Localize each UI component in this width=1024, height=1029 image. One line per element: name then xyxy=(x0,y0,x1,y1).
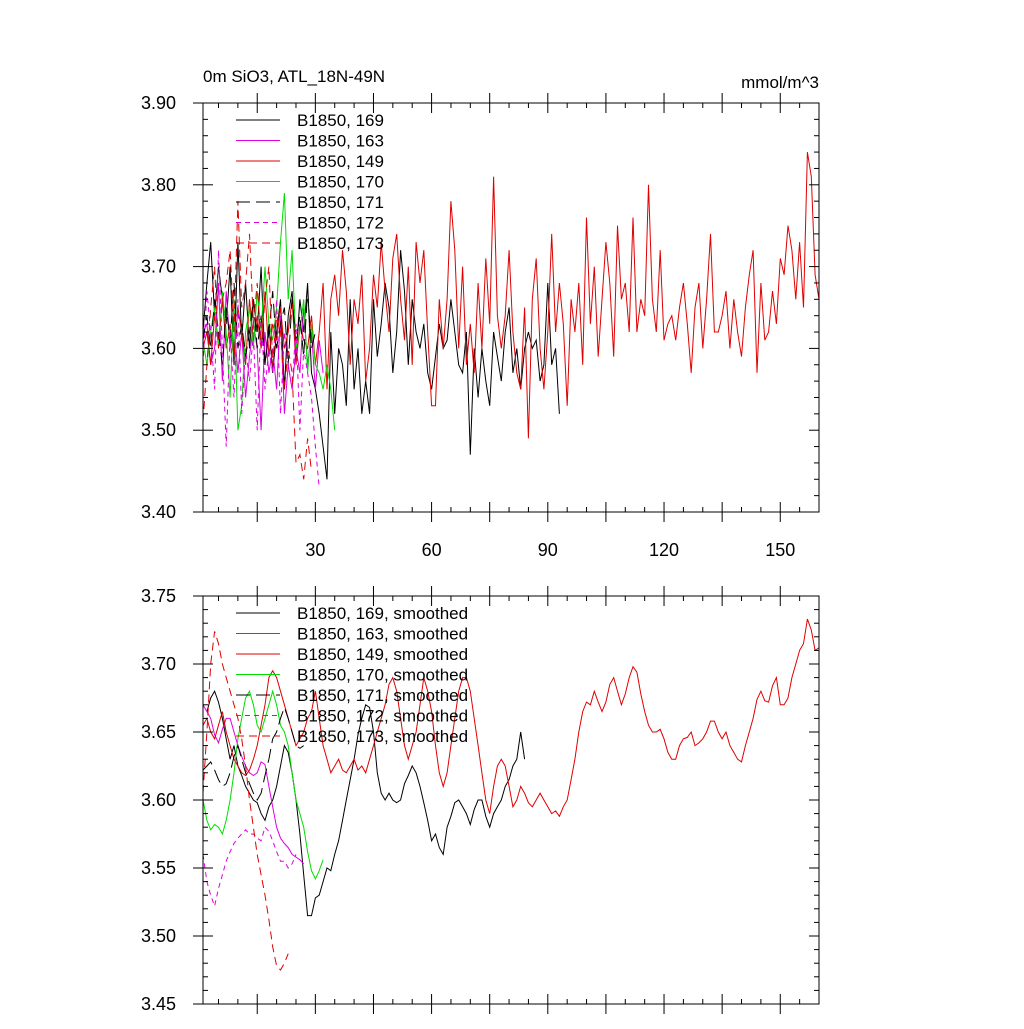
legend-label: B1850, 172, smoothed xyxy=(297,707,468,726)
legend-label: B1850, 170 xyxy=(297,173,384,192)
y-tick-label: 3.40 xyxy=(141,502,176,522)
y-tick-label: 3.75 xyxy=(141,586,176,606)
legend-label: B1850, 149, smoothed xyxy=(297,645,468,664)
legend-label: B1850, 169, smoothed xyxy=(297,604,468,623)
y-tick-label: 3.55 xyxy=(141,858,176,878)
x-tick-label: 150 xyxy=(765,540,795,560)
y-tick-label: 3.50 xyxy=(141,420,176,440)
y-tick-label: 3.50 xyxy=(141,926,176,946)
x-tick-label: 120 xyxy=(649,540,679,560)
chart-units: mmol/m^3 xyxy=(741,73,819,92)
chart-title: 0m SiO3, ATL_18N-49N xyxy=(203,67,385,86)
legend-label: B1850, 149 xyxy=(297,152,384,171)
y-tick-label: 3.70 xyxy=(141,654,176,674)
plot-panel-2: 3.45 3.50 3.55 3.60 3.65 3.70 3.75 B1850, 169, … xyxy=(141,586,820,1014)
series-line-1-7 xyxy=(203,201,312,480)
series-line-2-3 xyxy=(203,618,819,818)
series-line-2-7 xyxy=(203,631,289,971)
plot-panel-1: 3.40 3.50 3.60 3.70 3.80 3.90 30 60 90 120 150 B185… xyxy=(141,93,820,560)
legend-label: B1850, 169 xyxy=(297,111,384,130)
legend-label: B1850, 163, smoothed xyxy=(297,625,468,644)
x-tick-label: 90 xyxy=(538,540,558,560)
legend: B1850, 169, smoothed B1850, 163, smoothed… xyxy=(236,604,468,746)
series-line-2-1 xyxy=(206,690,526,917)
legend-label: B1850, 171 xyxy=(297,193,384,212)
series-line-2-2 xyxy=(203,704,305,865)
x-tick-label: 60 xyxy=(422,540,442,560)
legend-label: B1850, 163 xyxy=(297,132,384,151)
series-line-1-3 xyxy=(203,152,819,439)
legend-label: B1850, 173 xyxy=(297,234,384,253)
series-line-1-6 xyxy=(203,250,320,488)
series-line-2-5 xyxy=(203,705,304,802)
series-line-2-6 xyxy=(203,826,297,908)
series-line-1-1 xyxy=(203,242,560,480)
legend-label: B1850, 171, smoothed xyxy=(297,686,468,705)
plot-frame xyxy=(202,595,820,1005)
plot-frame xyxy=(202,102,820,513)
y-tick-label: 3.45 xyxy=(141,994,176,1014)
y-tick-label: 3.60 xyxy=(141,790,176,810)
y-tick-label: 3.90 xyxy=(141,93,176,113)
y-tick-label: 3.80 xyxy=(141,175,176,195)
y-tick-label: 3.70 xyxy=(141,257,176,277)
legend-label: B1850, 172 xyxy=(297,214,384,233)
y-tick-label: 3.60 xyxy=(141,338,176,358)
legend-label: B1850, 170, smoothed xyxy=(297,666,468,685)
y-tick-label: 3.65 xyxy=(141,722,176,742)
series-line-1-4 xyxy=(203,192,336,431)
series-line-1-5 xyxy=(203,282,316,365)
legend-label: B1850, 173, smoothed xyxy=(297,727,468,746)
series-line-2-4 xyxy=(203,689,324,881)
x-tick-label: 30 xyxy=(305,540,325,560)
